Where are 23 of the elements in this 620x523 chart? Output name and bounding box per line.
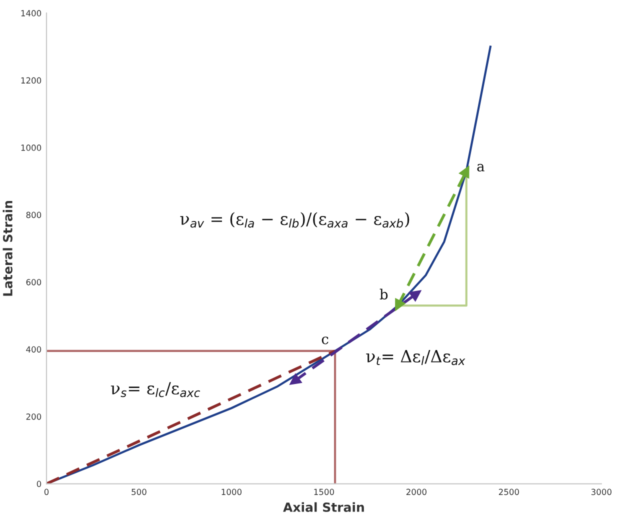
y-tick-label: 1400: [21, 10, 42, 16]
y-tick-label: 800: [26, 212, 42, 218]
y-tick-label: 400: [26, 346, 42, 353]
y-tick-label: 1000: [21, 144, 42, 151]
annotation: c: [322, 336, 328, 344]
x-axis-title: Axial Strain: [283, 502, 364, 512]
y-tick-label: 1200: [21, 77, 42, 84]
y-tick-label: 0: [36, 480, 42, 488]
x-tick-label: 2500: [498, 488, 519, 496]
annotation: b: [380, 288, 388, 300]
y-tick-label: 600: [26, 279, 42, 286]
annotation: ν$_{s}$= ε$_{lc}$/ε$_{axc}$: [110, 382, 200, 398]
x-tick-label: 0: [44, 488, 49, 496]
annotation: a: [477, 164, 484, 172]
x-tick-label: 1500: [314, 488, 334, 496]
x-tick-label: 2000: [406, 488, 426, 496]
x-tick-label: 1000: [222, 488, 242, 496]
text: ν$_{av}$ = (ε$_{la}$ − ε$_{lb}$)/(ε$_{axa}$ − ε$_{axb}$): [180, 212, 410, 228]
x-tick-label: 3000: [591, 488, 612, 496]
x-tick-label: 500: [132, 488, 146, 496]
y-axis-title: Lateral Strain: [2, 200, 12, 296]
annotation: ν$_{t}$= Δε$_{l}$/Δε$_{ax}$: [366, 350, 466, 366]
y-tick-label: 200: [26, 414, 42, 420]
